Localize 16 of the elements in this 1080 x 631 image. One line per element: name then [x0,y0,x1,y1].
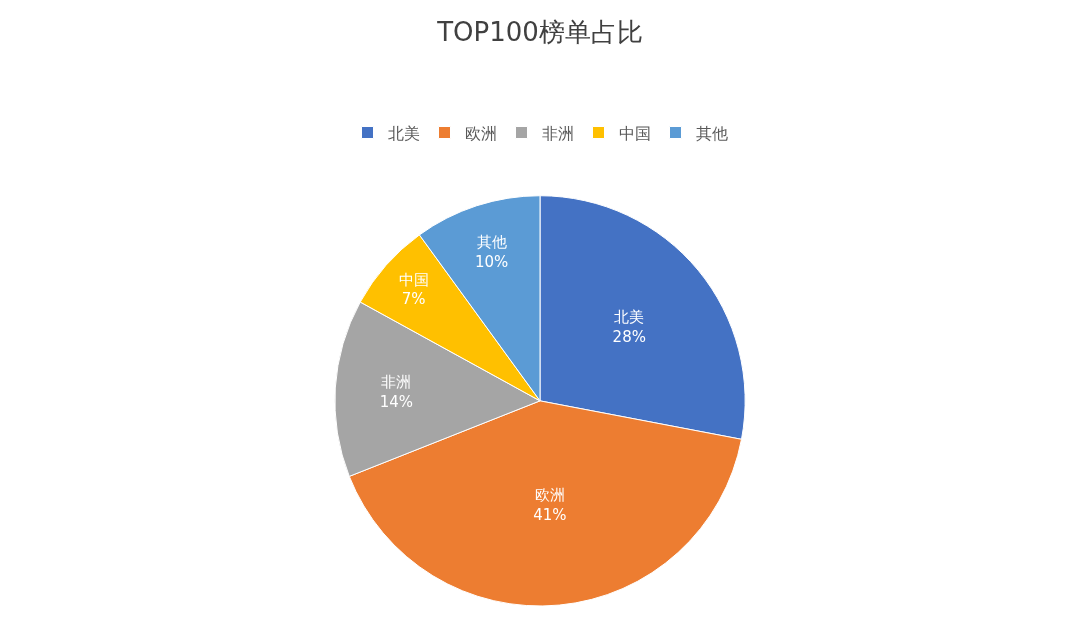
data-label: 28% [612,327,646,346]
legend-label: 非洲 [541,123,574,143]
slice-label: 中国 [398,270,429,289]
legend-label: 欧洲 [464,123,497,143]
legend-label: 北美 [387,123,420,143]
slice-label: 北美 [614,308,645,327]
chart-title: TOP100榜单占比 [436,16,643,47]
data-label: 41% [533,505,567,524]
slice-label: 其他 [476,233,507,252]
data-label: 10% [474,252,509,271]
legend-label: 中国 [618,123,651,143]
legend-label: 其他 [695,123,728,143]
data-label: 7% [401,290,426,309]
data-label: 14% [379,392,414,411]
slice-label: 欧洲 [534,486,565,505]
slice-label: 非洲 [381,373,412,392]
